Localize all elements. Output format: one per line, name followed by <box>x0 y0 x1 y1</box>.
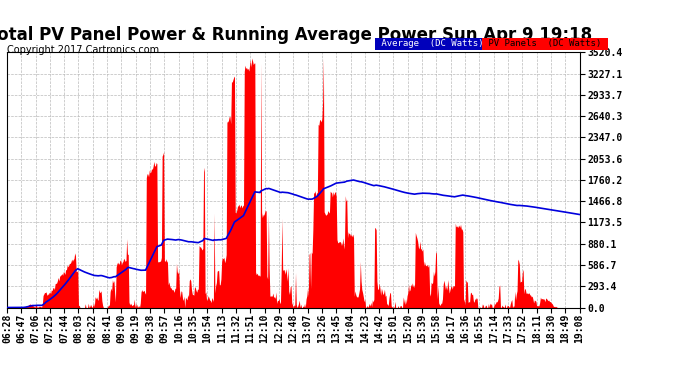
Text: PV Panels  (DC Watts): PV Panels (DC Watts) <box>483 39 607 48</box>
Text: Average  (DC Watts): Average (DC Watts) <box>376 39 489 48</box>
Text: Copyright 2017 Cartronics.com: Copyright 2017 Cartronics.com <box>7 45 159 55</box>
Text: Total PV Panel Power & Running Average Power Sun Apr 9 19:18: Total PV Panel Power & Running Average P… <box>0 26 592 44</box>
